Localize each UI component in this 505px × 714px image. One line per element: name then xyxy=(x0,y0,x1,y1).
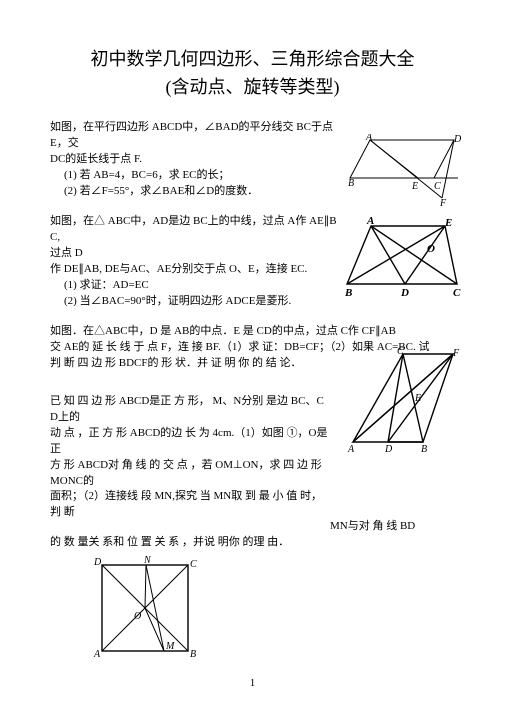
p4-line4b-5: MN与对 角 线 BD xyxy=(50,519,455,535)
svg-text:C: C xyxy=(434,181,441,192)
svg-text:B: B xyxy=(345,287,352,298)
svg-text:B: B xyxy=(348,178,354,189)
problem-2: 如图，在△ ABC中，AD是边 BC上的中线，过点 A作 AE∥BC, 过点 D… xyxy=(50,214,455,310)
p4-line5: 的 数 量关 系和 位 置 关 系 ，并说 明你 的理 由． xyxy=(50,535,455,551)
p1-line1: 如图，在平行四边形 ABCD中，∠BAD的平分线交 BC于点 E，交 xyxy=(50,120,340,152)
figure-3: A B D C F E xyxy=(345,346,463,456)
svg-text:D: D xyxy=(400,287,409,298)
svg-text:F: F xyxy=(452,348,460,359)
svg-text:E: E xyxy=(411,181,418,192)
p4-line3: 方 形 ABCD对 角 线 的 交 点 ，若 OM⊥ON，求 四 边 形 MON… xyxy=(50,458,330,490)
svg-text:M: M xyxy=(165,641,175,652)
svg-text:A: A xyxy=(366,216,374,227)
p2-line5: (2) 当∠BAC=90°时，证明四边形 ADCE是菱形. xyxy=(50,294,340,310)
p4-line4a: 面积；（2）连接线 段 MN,探究 当 MN取 到 最 小 值 时，判 断 xyxy=(50,490,322,518)
figure-4: D C A B N M O xyxy=(92,555,497,663)
svg-text:A: A xyxy=(365,134,373,143)
svg-text:C: C xyxy=(397,346,404,357)
p2-line2: 过点 D xyxy=(50,246,340,262)
p1-line2: DC的延长线于点 F. xyxy=(50,152,340,168)
page-number: 1 xyxy=(0,676,505,692)
svg-text:B: B xyxy=(190,649,196,660)
svg-text:E: E xyxy=(414,393,421,404)
p4-line1: 已 知 四 边 形 ABCD是正 方 形， M、N分别 是边 BC、CD上的 xyxy=(50,394,330,426)
svg-text:O: O xyxy=(134,611,141,622)
p2-line3: 作 DE∥AB, DE与AC、AE分别交于点 O、E，连接 EC. xyxy=(50,262,340,278)
svg-text:A: A xyxy=(347,444,355,455)
page-title: 初中数学几何四边形、三角形综合题大全 xyxy=(50,46,455,72)
problem-1: 如图，在平行四边形 ABCD中，∠BAD的平分线交 BC于点 E，交 DC的延长… xyxy=(50,120,455,200)
p1-line4: (2) 若∠F=55°，求∠BAE和∠D的度数． xyxy=(50,184,340,200)
svg-text:D: D xyxy=(384,444,393,455)
p2-line1: 如图，在△ ABC中，AD是边 BC上的中线，过点 A作 AE∥BC, xyxy=(50,214,340,246)
svg-text:E: E xyxy=(444,217,452,229)
svg-text:N: N xyxy=(143,555,152,566)
page-subtitle: (含动点、旋转等类型) xyxy=(50,74,455,100)
p3-line1: 如图．在△ABC中，D 是 AB的中点．E 是 CD的中点，过点 C作 CF∥A… xyxy=(50,324,450,340)
p4-line2: 动 点 ，正 方 形 ABCD的边 长 为 4cm.（1）如图 ①，O是正 xyxy=(50,426,330,458)
problem-4: 已 知 四 边 形 ABCD是正 方 形， M、N分别 是边 BC、CD上的 动… xyxy=(50,394,455,522)
svg-text:F: F xyxy=(439,198,447,206)
p2-line4: (1) 求证：AD=EC xyxy=(50,278,340,294)
svg-text:B: B xyxy=(421,444,427,455)
svg-text:C: C xyxy=(190,559,197,570)
figure-2: A E B D C O xyxy=(345,216,463,298)
svg-text:D: D xyxy=(453,134,462,145)
figure-1: A D B E C F xyxy=(348,134,463,206)
svg-text:O: O xyxy=(427,243,435,255)
svg-text:D: D xyxy=(93,557,102,568)
svg-text:A: A xyxy=(93,649,101,660)
p1-line3: (1) 若 AB=4，BC=6，求 EC的长； xyxy=(50,168,340,184)
svg-text:C: C xyxy=(453,287,461,298)
